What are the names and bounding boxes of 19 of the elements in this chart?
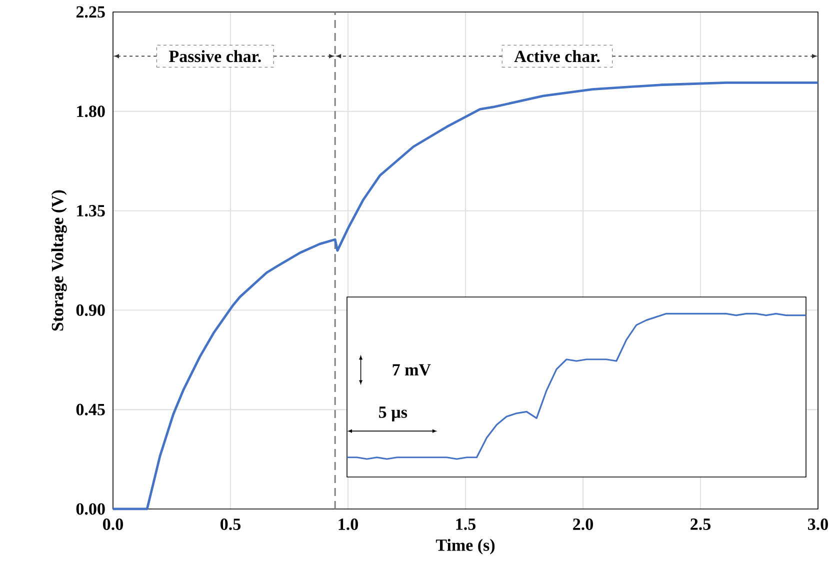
y-tick-label: 2.25 bbox=[76, 6, 105, 18]
annotation: 5 µs bbox=[379, 406, 408, 422]
x-axis-title: Time (s) bbox=[436, 538, 495, 554]
y-tick-label: 0.90 bbox=[76, 304, 105, 316]
x-tick-label: 0.5 bbox=[220, 518, 241, 530]
annotation: Passive char. bbox=[169, 50, 261, 62]
y-tick-label: 0.00 bbox=[76, 503, 105, 515]
x-tick-label: 1.5 bbox=[456, 518, 476, 530]
x-tick-label: 0.0 bbox=[103, 518, 123, 530]
y-axis-title: Storage Voltage (V) bbox=[51, 190, 67, 331]
y-tick-label: 0.45 bbox=[76, 404, 105, 416]
annotation: Active char. bbox=[514, 50, 600, 62]
x-tick-label: 1.0 bbox=[338, 518, 358, 530]
y-tick-label: 1.35 bbox=[77, 205, 105, 217]
x-tick-label: 2.5 bbox=[690, 518, 710, 530]
x-tick-label: 3.0 bbox=[808, 518, 828, 530]
y-tick-label: 1.80 bbox=[77, 106, 105, 118]
annotation: 7 mV bbox=[392, 364, 431, 376]
x-tick-label: 2.0 bbox=[573, 518, 593, 530]
